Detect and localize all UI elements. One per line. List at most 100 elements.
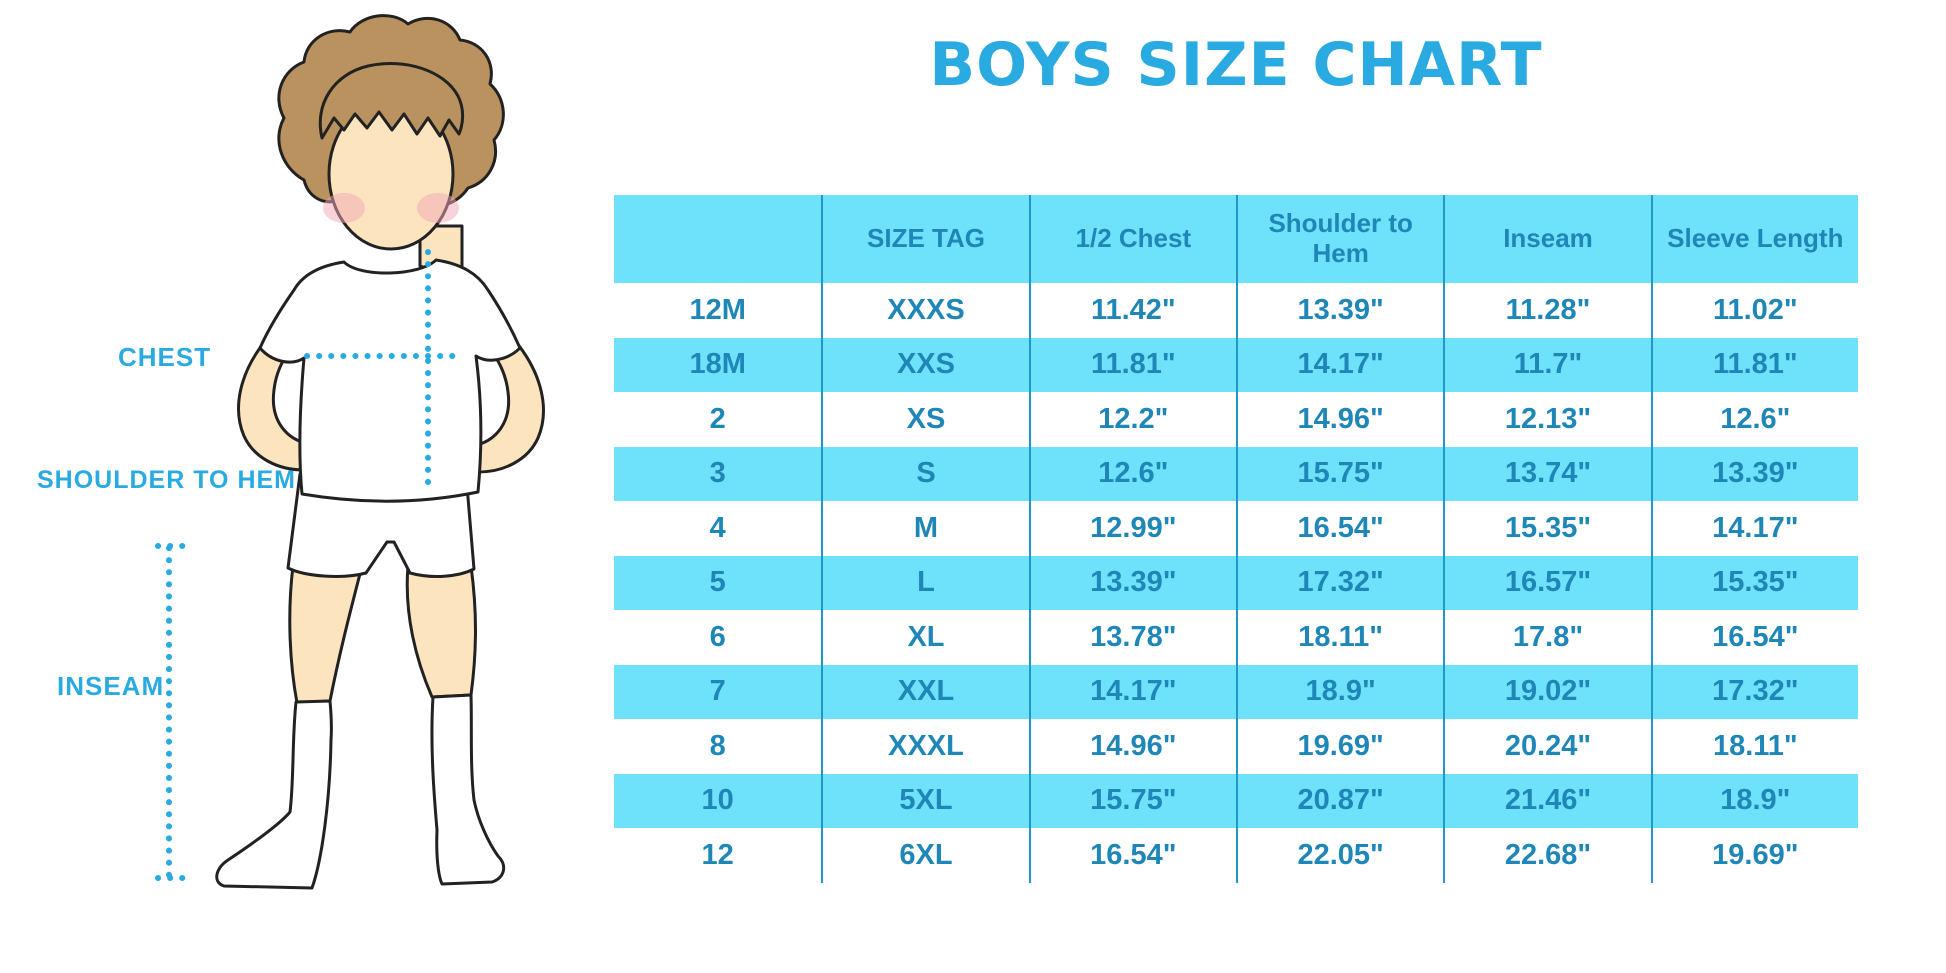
table-cell: 12.6" [1028, 446, 1236, 501]
table-cell: 18.9" [1235, 664, 1443, 719]
table-cell: 21.46" [1443, 773, 1650, 828]
table-cell: 20.24" [1443, 719, 1650, 774]
column-header-inseam: Inseam [1443, 195, 1650, 283]
table-cell: 19.69" [1650, 828, 1858, 883]
table-cell: 15.75" [1028, 773, 1236, 828]
cheek-right [417, 193, 459, 223]
table-cell: 14.96" [1028, 719, 1236, 774]
table-cell: 11.81" [1028, 337, 1236, 392]
table-cell: 11.81" [1650, 337, 1858, 392]
table-cell: 14.17" [1028, 664, 1236, 719]
table-cell: 11.42" [1028, 283, 1236, 338]
row-size-label: 8 [709, 729, 726, 762]
boy-figure-drawing [155, 14, 545, 890]
table-cell: 12.2" [1028, 392, 1236, 447]
table-row: 2 XS 12.2" 14.96" 12.13" 12.6" [614, 392, 1858, 447]
table-cell: 15.35" [1443, 501, 1650, 556]
row-size-label: 3 [709, 457, 726, 490]
row-size-label: 12M [689, 293, 746, 326]
table-cell: 19.69" [1235, 719, 1443, 774]
tshirt-shape [258, 258, 522, 503]
table-cell: 5XL [821, 773, 1028, 828]
table-cell: 16.54" [1235, 501, 1443, 556]
column-header-sleeve-length: Sleeve Length [1650, 195, 1858, 283]
inseam-label: INSEAM [57, 671, 165, 701]
column-header-shoulder-to-hem: Shoulder to Hem [1235, 195, 1443, 283]
leg-right [405, 564, 477, 699]
table-cell: 17.8" [1443, 610, 1650, 665]
table-cell: XS [821, 392, 1028, 447]
table-cell: 18.11" [1650, 719, 1858, 774]
table-row: 3 S 12.6" 15.75" 13.74" 13.39" [614, 446, 1858, 501]
table-row: 6 XL 13.78" 18.11" 17.8" 16.54" [614, 610, 1858, 665]
table-row: 5 L 13.39" 17.32" 16.57" 15.35" [614, 555, 1858, 610]
table-cell: 14.17" [1650, 501, 1858, 556]
table-cell: 13.74" [1443, 446, 1650, 501]
chest-label: CHEST [118, 342, 212, 372]
row-size-label: 4 [709, 511, 726, 544]
table-cell: 13.39" [1235, 283, 1443, 338]
page-title: BOYS SIZE CHART [929, 30, 1543, 100]
table-row: 10 5XL 15.75" 20.87" 21.46" 18.9" [614, 773, 1858, 828]
table-cell: 18.11" [1235, 610, 1443, 665]
table-cell: 14.96" [1235, 392, 1443, 447]
table-cell: 22.05" [1235, 828, 1443, 883]
table-cell: 11.28" [1443, 283, 1650, 338]
table-cell: 22.68" [1443, 828, 1650, 883]
table-cell: 17.32" [1235, 555, 1443, 610]
table-cell: XXS [821, 337, 1028, 392]
table-row: 7 XXL 14.17" 18.9" 19.02" 17.32" [614, 664, 1858, 719]
table-cell: S [821, 446, 1028, 501]
row-size-label: 6 [709, 620, 726, 653]
table-cell: 14.17" [1235, 337, 1443, 392]
table-cell: M [821, 501, 1028, 556]
table-cell: 13.39" [1028, 555, 1236, 610]
column-header-half-chest: 1/2 Chest [1028, 195, 1236, 283]
arm-right [470, 340, 545, 474]
table-cell: 11.02" [1650, 283, 1858, 338]
table-cell: XXXS [821, 283, 1028, 338]
table-row: 4 M 12.99" 16.54" 15.35" 14.17" [614, 501, 1858, 556]
table-cell: 11.7" [1443, 337, 1650, 392]
table-cell: 12.6" [1650, 392, 1858, 447]
table-cell: 20.87" [1235, 773, 1443, 828]
table-cell: 19.02" [1443, 664, 1650, 719]
column-header-size-tag: SIZE TAG [821, 195, 1028, 283]
table-cell: 16.54" [1650, 610, 1858, 665]
table-cell: 18.9" [1650, 773, 1858, 828]
table-row: 8 XXXL 14.96" 19.69" 20.24" 18.11" [614, 719, 1858, 774]
table-cell: 17.32" [1650, 664, 1858, 719]
sock-left [215, 699, 333, 890]
row-size-label: 10 [701, 784, 734, 817]
table-cell: 12.13" [1443, 392, 1650, 447]
table-cell: 12.99" [1028, 501, 1236, 556]
row-size-label: 18M [689, 348, 746, 381]
table-cell: 15.35" [1650, 555, 1858, 610]
leg-left [288, 564, 364, 705]
boy-illustration: CHEST SHOULDER TO HEM INSEAM [0, 0, 620, 973]
size-table: SIZE TAG 1/2 Chest Shoulder to Hem Insea… [614, 195, 1858, 883]
table-cell: 16.57" [1443, 555, 1650, 610]
table-body: 12M XXXS 11.42" 13.39" 11.28" 11.02" 18M… [614, 283, 1858, 883]
table-row: 12 6XL 16.54" 22.05" 22.68" 19.69" [614, 828, 1858, 883]
row-size-label: 7 [709, 675, 726, 708]
table-cell: 15.75" [1235, 446, 1443, 501]
table-cell: L [821, 555, 1028, 610]
table-cell: XXXL [821, 719, 1028, 774]
table-header-row: SIZE TAG 1/2 Chest Shoulder to Hem Insea… [614, 195, 1858, 283]
column-header-blank [614, 195, 821, 283]
table-cell: 13.39" [1650, 446, 1858, 501]
shoulder-to-hem-label: SHOULDER TO HEM [37, 466, 296, 494]
table-cell: XL [821, 610, 1028, 665]
table-cell: 16.54" [1028, 828, 1236, 883]
table-cell: 6XL [821, 828, 1028, 883]
table-row: 12M XXXS 11.42" 13.39" 11.28" 11.02" [614, 283, 1858, 338]
row-size-label: 2 [709, 402, 726, 435]
row-size-label: 12 [701, 838, 734, 871]
hair-fringe [318, 62, 465, 140]
row-size-label: 5 [709, 566, 726, 599]
cheek-left [323, 193, 365, 223]
table-cell: XXL [821, 664, 1028, 719]
sock-right [430, 693, 506, 886]
table-cell: 13.78" [1028, 610, 1236, 665]
